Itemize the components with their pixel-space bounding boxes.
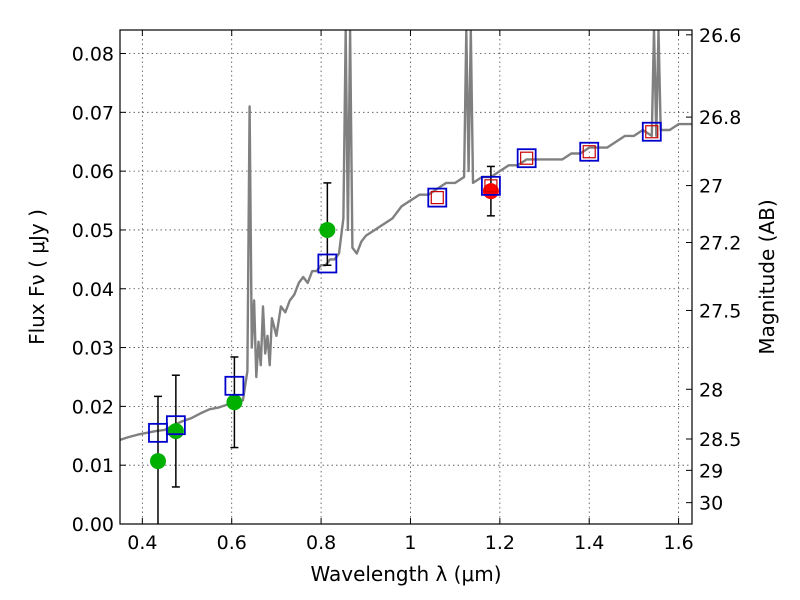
model-photometry-square [481, 175, 501, 196]
model-photometry-square [641, 121, 662, 142]
mag-tick-label: 27 [699, 176, 723, 198]
mag-tick-label: 26.6 [699, 25, 741, 47]
mag-tick-label: 28 [699, 379, 723, 401]
x-tick-label: 0.4 [127, 532, 157, 554]
y-tick-label: 0.05 [72, 220, 114, 242]
y-tick-label: 0.01 [72, 455, 114, 477]
observed-point-hst [226, 394, 243, 411]
model-photometry-square [224, 375, 245, 396]
errorbars-layer [153, 165, 495, 524]
model-photometry-square [317, 253, 338, 274]
mag-tick-label: 28.5 [699, 429, 741, 451]
model-photometry-square [165, 415, 186, 436]
axis-ticks: 0.4 0.6 0.8 1 1.2 1.4 1.6 0.00 0.01 0.02 0.03 0.04 0… [72, 25, 742, 554]
y-tick-label: 0.02 [72, 396, 114, 418]
y-tick-label: 0.08 [72, 44, 114, 66]
observed-point-hst [167, 423, 184, 440]
model-photometry-inner-square [430, 191, 444, 205]
model-photometry-inner-square [645, 125, 659, 139]
observed-point-hst [319, 221, 336, 238]
y-tick-label: 0.07 [72, 102, 114, 124]
x-tick-label: 1 [404, 532, 416, 554]
y2-axis-label: Magnitude (AB) [755, 199, 779, 354]
x-tick-label: 0.8 [306, 532, 336, 554]
model-photometry-square [579, 141, 600, 162]
mag-tick-label: 29 [699, 460, 723, 482]
y-axis-label: Flux Fν ( μJy ) [25, 209, 49, 345]
y-tick-label: 0.00 [72, 514, 114, 536]
photometry-points-layer [148, 121, 662, 470]
mag-tick-label: 30 [699, 493, 723, 515]
y-tick-label: 0.06 [72, 161, 114, 183]
grid-lines [120, 30, 692, 525]
model-photometry-square [427, 187, 448, 208]
observed-point-ir [482, 183, 499, 200]
sed-model-layer [120, 30, 692, 442]
y-tick-label: 0.03 [72, 338, 114, 360]
sed-model-line [120, 30, 692, 442]
x-axis-label: Wavelength λ (μm) [310, 562, 501, 586]
model-photometry-inner-square [520, 151, 534, 165]
model-photometry-inner-square [582, 145, 596, 159]
y-tick-label: 0.04 [72, 279, 114, 301]
x-tick-label: 1.2 [485, 532, 515, 554]
mag-tick-label: 26.8 [699, 107, 741, 129]
model-photometry-inner-square [484, 179, 498, 193]
mag-tick-label: 27.5 [699, 300, 741, 322]
x-tick-label: 1.4 [574, 532, 604, 554]
plot-frame [119, 29, 693, 525]
observed-point-hst [149, 453, 166, 470]
mag-tick-label: 27.2 [699, 233, 741, 255]
x-tick-label: 0.6 [217, 532, 247, 554]
x-tick-label: 1.6 [663, 532, 693, 554]
model-photometry-square [516, 148, 537, 169]
